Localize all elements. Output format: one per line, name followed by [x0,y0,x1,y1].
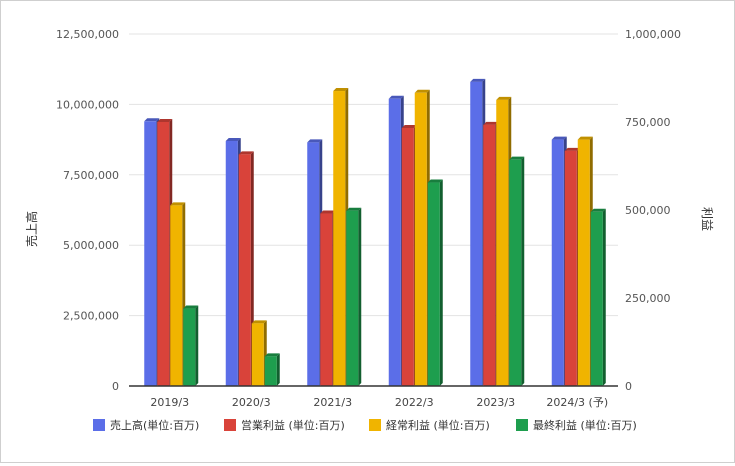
bar-side [195,305,199,386]
bar-top [414,89,430,93]
x-tick-label: 2020/3 [232,396,271,409]
bar [333,91,346,387]
right-tick-label: 0 [625,380,632,393]
bar [483,124,496,386]
left-tick-label: 12,500,000 [56,28,119,41]
x-tick-label: 2023/3 [476,396,515,409]
bar [388,98,401,386]
left-axis-ticks: 0 2,500,000 5,000,000 7,500,000 10,000,000 12… [56,28,119,393]
bar-top [590,208,606,212]
bar-top [307,139,323,143]
bar [496,99,509,386]
bar [427,182,440,386]
bar [183,308,196,386]
bar-top [157,119,173,122]
bar-top [251,320,267,324]
bar-top [483,121,499,125]
bar [251,323,264,386]
bar-top [388,95,404,99]
x-tick-label: 2021/3 [313,396,352,409]
bar [470,81,483,386]
legend-swatch[interactable] [516,419,528,431]
right-tick-label: 500,000 [625,204,671,217]
left-tick-label: 2,500,000 [63,310,119,323]
right-axis-ticks: 0 250,000 500,000 750,000 1,000,000 [625,28,681,393]
left-axis-title: 売上高 [24,211,39,247]
bar-top [144,118,160,122]
right-axis-title: 利益 [700,207,714,231]
left-tick-label: 0 [112,380,119,393]
bar [238,154,251,386]
bar [401,127,414,386]
bar-top [564,147,580,151]
legend-swatch[interactable] [369,419,381,431]
bar-side [276,353,280,386]
bar-side [439,179,443,386]
bar [346,210,359,386]
bar [551,139,564,386]
left-tick-label: 5,000,000 [63,239,119,252]
legend-label[interactable]: 売上高(単位:百万) [110,418,199,432]
bar-top [577,136,593,140]
bar [157,122,170,386]
legend-label[interactable]: 最終利益 (単位:百万) [533,418,637,432]
legend-swatch[interactable] [93,419,105,431]
legend-swatch[interactable] [224,419,236,431]
bar [320,213,333,386]
legend-label[interactable]: 経常利益 (単位:百万) [386,418,490,432]
bar-side [602,208,606,386]
bar-top [238,151,254,155]
bar-top [496,96,512,100]
right-tick-label: 750,000 [625,116,671,129]
bar-top [225,138,241,142]
x-tick-label: 2019/3 [150,396,189,409]
bar-top [346,207,362,211]
left-tick-label: 7,500,000 [63,169,119,182]
bar-top [551,136,567,140]
bar-top [320,210,336,214]
bar [225,141,238,386]
bar-top [401,124,417,128]
bar [577,139,590,386]
right-tick-label: 250,000 [625,292,671,305]
bar-top [333,88,349,92]
bar [564,150,577,386]
bar [590,211,603,386]
bar-top [264,353,280,357]
bar-side [358,207,362,386]
bar [264,356,277,386]
legend-label[interactable]: 営業利益 (単位:百万) [241,418,345,432]
bar-top [470,78,486,82]
bar [170,205,183,386]
right-tick-label: 1,000,000 [625,28,681,41]
bar [509,159,522,386]
x-tick-label: 2022/3 [395,396,434,409]
bar [414,92,427,386]
bar-top [427,179,443,183]
bars [144,78,606,387]
bar-top [183,305,199,309]
legend: 売上高(単位:百万) 営業利益 (単位:百万) 経常利益 (単位:百万) 最終利益 (… [93,418,637,432]
bar [307,142,320,386]
bar-top [170,202,186,206]
bar [144,121,157,387]
x-axis-labels: 2019/3 2020/3 2021/3 2022/3 2023/3 2024/3 (予) [150,396,608,409]
left-tick-label: 10,000,000 [56,98,119,111]
grid-lines [129,33,618,317]
bar-side [521,156,525,386]
bar-top [509,156,525,160]
x-tick-label: 2024/3 (予) [546,396,608,409]
